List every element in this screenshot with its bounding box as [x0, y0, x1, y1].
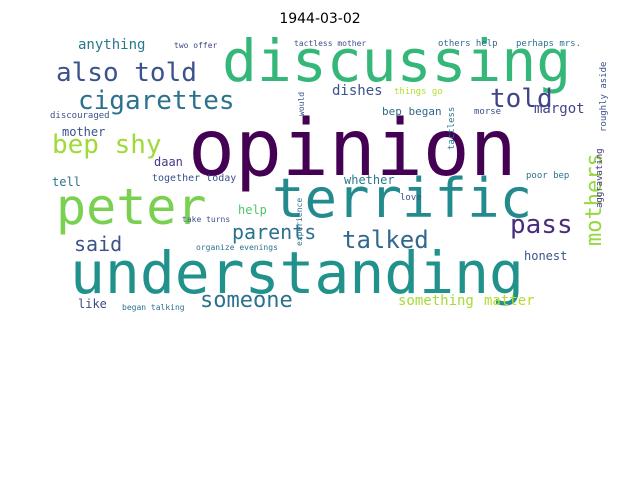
cloud-word-perhaps-mrs: perhaps mrs.	[516, 39, 582, 49]
cloud-word-said: said	[74, 232, 123, 256]
cloud-word-anything: anything	[78, 37, 146, 53]
cloud-word-help: help	[238, 203, 267, 217]
cloud-word-terrific: terrific	[272, 167, 533, 230]
cloud-word-poor-bep: poor bep	[526, 171, 570, 181]
cloud-word-whether: whether	[344, 173, 395, 187]
cloud-word-things-go: things go	[394, 87, 443, 97]
cloud-word-experience: experience	[295, 197, 304, 246]
cloud-word-would: would	[297, 91, 306, 116]
cloud-word-tactless-mother: tactless mother	[294, 39, 367, 48]
word-cloud: opinion understanding discussing terrifi…	[48, 36, 608, 316]
cloud-word-margot: margot	[534, 101, 585, 117]
cloud-word-bep-shy: bep shy	[52, 130, 162, 160]
cloud-word-daan: daan	[154, 155, 183, 169]
cloud-word-organize-evenings: organize evenings	[196, 243, 278, 252]
cloud-word-discouraged: discouraged	[50, 111, 110, 121]
cloud-word-tactless: tactless	[447, 106, 457, 150]
cloud-word-take-turns: take turns	[182, 215, 231, 224]
cloud-word-bep-began: bep began	[382, 105, 442, 118]
cloud-word-began-talking: began talking	[122, 303, 185, 312]
cloud-word-roughly-aside: roughly aside	[599, 61, 608, 132]
cloud-word-tell: tell	[52, 175, 81, 189]
cloud-word-opinion: opinion	[188, 104, 517, 194]
cloud-word-also-told: also told	[56, 58, 197, 88]
cloud-word-discussing: discussing	[222, 36, 572, 95]
cloud-word-morse: morse	[474, 107, 502, 117]
cloud-word-something: something	[398, 293, 474, 309]
cloud-word-aggravating: aggravating	[595, 148, 605, 208]
cloud-word-pass: pass	[510, 210, 573, 240]
cloud-word-love: love	[400, 193, 422, 203]
cloud-word-together-today: together today	[152, 173, 237, 184]
cloud-word-honest: honest	[524, 249, 568, 263]
cloud-word-matter: matter	[484, 293, 535, 309]
cloud-word-two-offer: two offer	[174, 41, 218, 50]
cloud-word-talked: talked	[342, 226, 429, 254]
cloud-word-told: told	[490, 84, 553, 114]
cloud-word-like: like	[78, 297, 107, 311]
cloud-word-mother: mother	[62, 125, 106, 139]
figure-title: 1944-03-02	[279, 11, 361, 27]
cloud-word-parents: parents	[232, 220, 317, 244]
cloud-word-peter: peter	[56, 178, 207, 236]
cloud-word-cigarettes: cigarettes	[78, 86, 235, 116]
cloud-word-dishes: dishes	[332, 83, 383, 99]
cloud-word-understanding: understanding	[70, 239, 524, 307]
cloud-word-someone: someone	[200, 288, 293, 313]
cloud-word-others-help: others help	[438, 39, 498, 49]
